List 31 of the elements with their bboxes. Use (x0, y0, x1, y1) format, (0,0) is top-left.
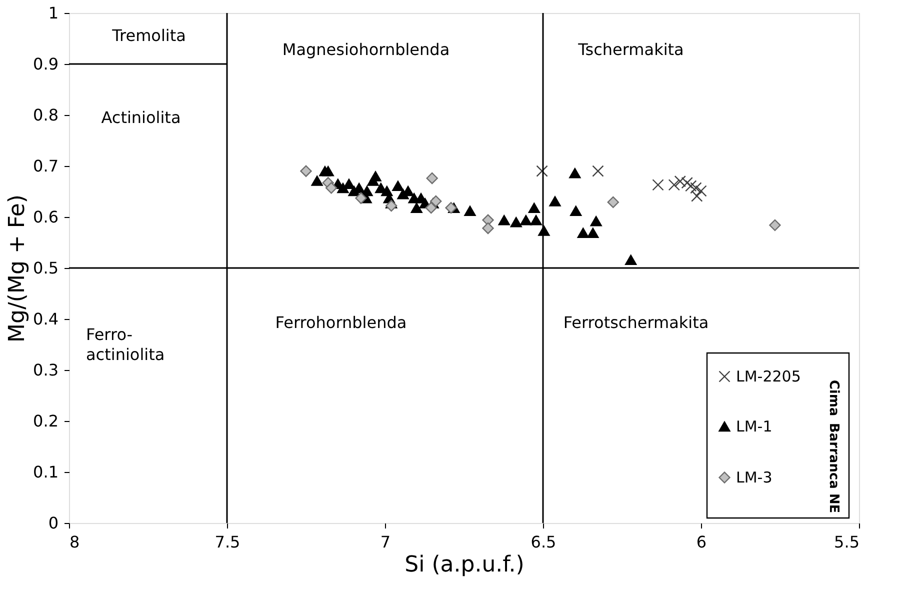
annotation: Ferrotschermakita (563, 313, 709, 332)
annotation: Tschermakita (577, 40, 684, 59)
y-tick-label: 0 (48, 514, 58, 532)
y-tick-label: 0.8 (33, 106, 58, 124)
y-axis-title: Mg/(Mg + Fe) (5, 194, 30, 342)
annotation: Ferro- actiniolita (86, 325, 165, 364)
legend-label: LM-2205 (736, 368, 801, 386)
annotation: Actiniolita (101, 108, 181, 127)
y-tick-label: 0.7 (33, 156, 58, 176)
annotation: Ferrohornblenda (275, 313, 407, 332)
y-tick-label: 0.2 (33, 412, 58, 430)
annotation: Magnesiohornblenda (282, 40, 450, 59)
x-axis-title: Si (a.p.u.f.) (404, 552, 524, 578)
annotation: Barranca NE (826, 422, 841, 514)
y-tick-label: 0.5 (33, 258, 58, 278)
x-tick-label: 6.5 (530, 532, 556, 552)
annotation: Cima (826, 380, 841, 416)
x-tick-label: 6 (696, 532, 707, 552)
y-tick-label: 0.3 (33, 360, 58, 380)
y-tick-label: 0.4 (33, 310, 58, 328)
annotation: Tremolita (111, 26, 186, 45)
y-tick-label: 0.9 (33, 54, 58, 74)
x-tick-label: 7 (380, 532, 391, 552)
y-tick-label: 0.6 (33, 208, 58, 226)
legend-label: LM-1 (736, 418, 772, 436)
x-tick-label: 7.5 (214, 532, 240, 552)
legend-label: LM-3 (736, 468, 772, 486)
y-tick-label: 0.1 (33, 462, 58, 482)
x-tick-label: 5.5 (834, 532, 860, 552)
x-tick-label: 8 (70, 532, 80, 552)
y-tick-label: 1 (48, 4, 58, 22)
